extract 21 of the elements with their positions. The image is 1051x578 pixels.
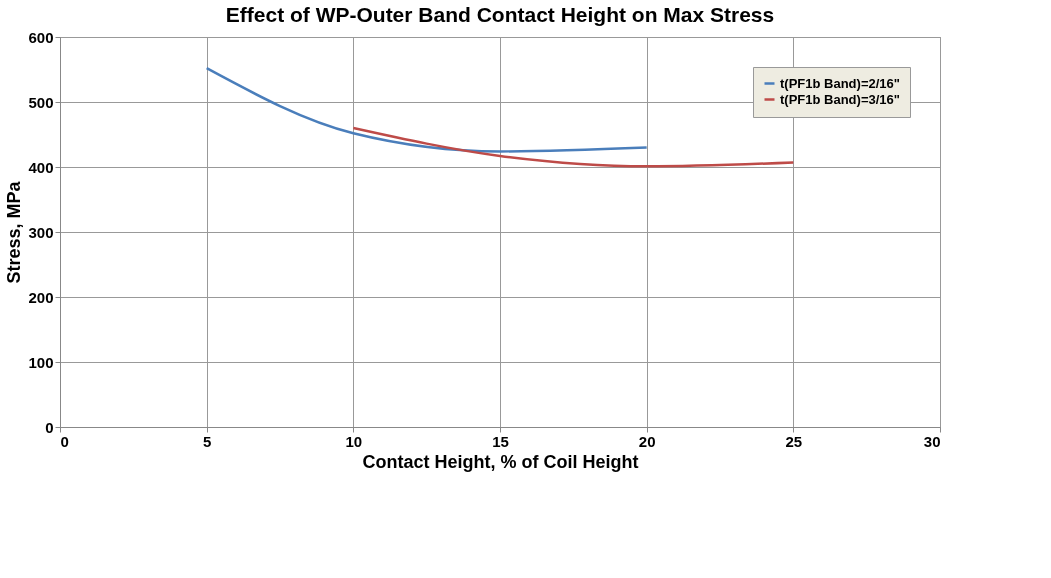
y-tick-label: 500 [28,93,54,111]
x-tick-label: 25 [785,432,803,450]
x-tick-label: 15 [492,432,509,450]
x-tick-label: 30 [923,432,941,450]
y-tick-label: 100 [28,353,54,371]
x-tick-label: 0 [60,432,69,450]
x-tick-label: 20 [638,432,656,450]
x-tick-label: 10 [345,432,363,450]
x-axis-title: Contact Height, % of Coil Height [362,451,639,472]
line-series [205,66,648,153]
y-tick-label: 0 [45,418,54,436]
chart-title: Effect of WP-Outer Band Contact Height on Max Stress [225,3,775,26]
y-tick-label: 400 [28,158,54,176]
y-tick-label: 600 [28,28,54,46]
y-tick-label: 200 [28,288,54,306]
y-axis-title: Stress, MPa [4,180,25,284]
line-series [352,126,795,168]
legend-label: t(PF1b Band)=3/16" [780,91,900,107]
x-tick-label: 5 [202,432,212,450]
legend-label: t(PF1b Band)=2/16" [780,75,900,91]
y-tick-label: 300 [28,223,54,241]
